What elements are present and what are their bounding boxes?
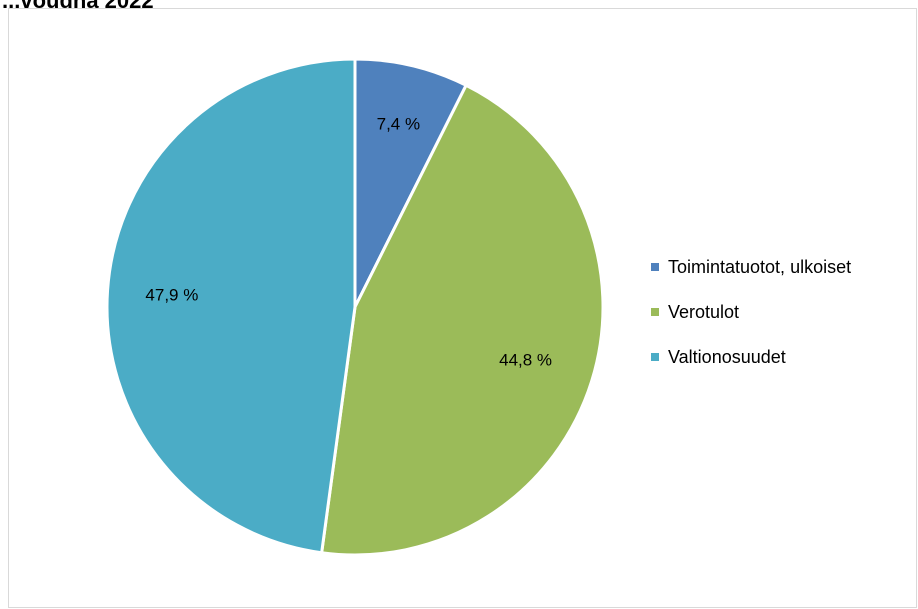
data-label-1: 7,4 % bbox=[377, 115, 420, 134]
data-label-2: 44,8 % bbox=[499, 351, 552, 370]
pie-slice-3[interactable] bbox=[105, 57, 357, 555]
pie-slice-2[interactable] bbox=[320, 83, 605, 557]
legend-swatch-1 bbox=[651, 263, 659, 271]
legend-swatch-3 bbox=[651, 353, 659, 361]
legend-swatch-2 bbox=[651, 308, 659, 316]
legend-label-2: Verotulot bbox=[668, 302, 739, 322]
legend-label-1: Toimintatuotot, ulkoiset bbox=[668, 257, 851, 277]
pie-slice-1[interactable] bbox=[353, 57, 468, 309]
data-label-3: 47,9 % bbox=[145, 286, 198, 305]
legend-label-3: Valtionosuudet bbox=[668, 347, 786, 367]
